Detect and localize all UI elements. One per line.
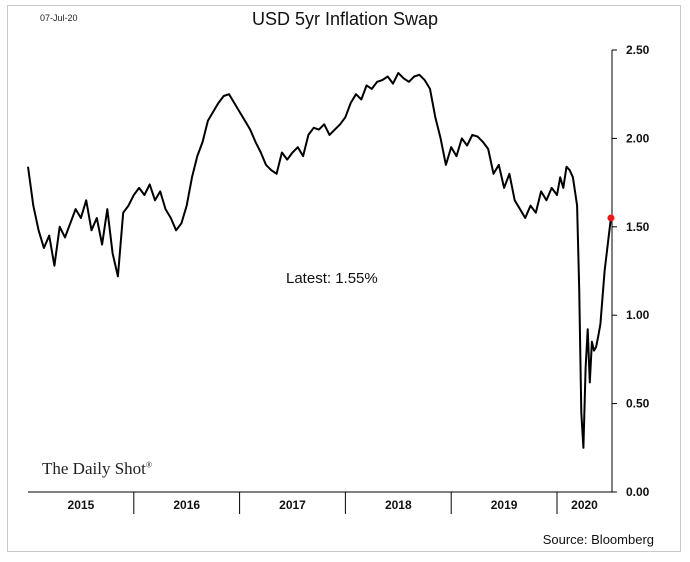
y-tick-label: 0.50 bbox=[626, 397, 650, 411]
series-line-inflation-swap bbox=[27, 72, 612, 449]
y-tick-label: 2.50 bbox=[626, 43, 650, 57]
x-year-label: 2016 bbox=[173, 498, 200, 512]
x-year-label: 2019 bbox=[491, 498, 518, 512]
series-layer bbox=[27, 72, 615, 449]
x-year-label: 2017 bbox=[279, 498, 306, 512]
logo-text: The Daily Shot bbox=[42, 459, 146, 478]
latest-point-marker bbox=[607, 214, 615, 222]
logo-mark: ® bbox=[145, 460, 152, 470]
y-tick-label: 1.50 bbox=[626, 220, 650, 234]
x-year-label: 2020 bbox=[571, 498, 598, 512]
date-stamp: 07-Jul-20 bbox=[40, 13, 78, 23]
chart-title: USD 5yr Inflation Swap bbox=[251, 9, 439, 29]
y-tick-label: 2.00 bbox=[626, 131, 650, 145]
chart-frame bbox=[7, 5, 681, 552]
daily-shot-logo: The Daily Shot® bbox=[42, 459, 152, 479]
y-tick-label: 1.00 bbox=[626, 308, 650, 322]
latest-annotation: Latest: 1.55% bbox=[286, 270, 378, 287]
y-tick-label: 0.00 bbox=[626, 485, 650, 499]
y-axis: 0.00 0.50 1.00 1.50 2.00 2.50 bbox=[611, 43, 650, 499]
source-note: Source: Bloomberg bbox=[542, 532, 654, 547]
x-year-label: 2015 bbox=[68, 498, 95, 512]
x-year-label: 2018 bbox=[385, 498, 412, 512]
x-axis: 2015 2016 2017 2018 2019 2020 bbox=[28, 491, 612, 514]
